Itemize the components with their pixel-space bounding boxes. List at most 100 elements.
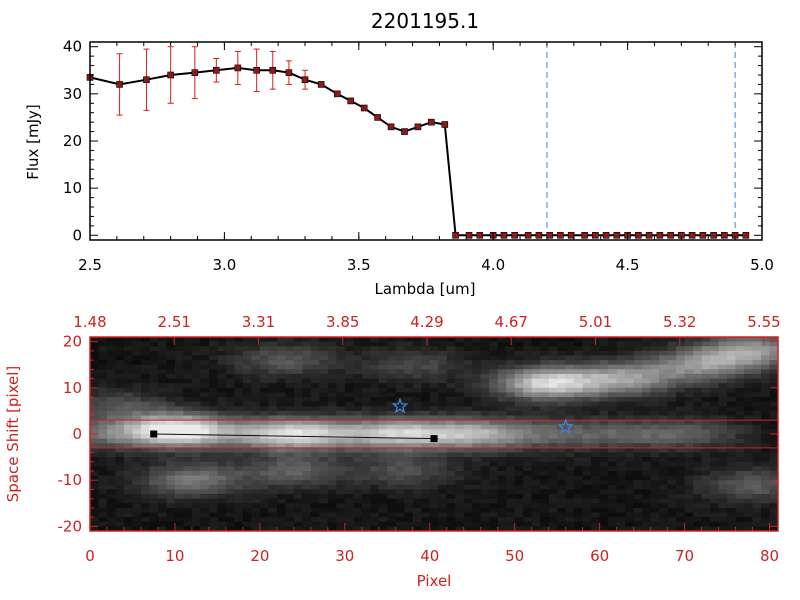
image-cell <box>251 498 261 504</box>
image-cell <box>625 406 634 412</box>
image-cell <box>429 350 439 356</box>
image-cell <box>149 512 159 518</box>
image-cell <box>769 337 779 342</box>
image-cell <box>344 507 354 513</box>
image-cell <box>710 341 719 347</box>
image-cell <box>421 360 431 366</box>
image-cell <box>276 526 286 532</box>
image-cell <box>123 457 133 463</box>
image-cell <box>693 475 702 481</box>
image-cell <box>710 397 719 402</box>
image-cell <box>174 415 184 421</box>
image-cell <box>157 383 167 389</box>
image-cell <box>149 438 159 444</box>
image-cell <box>497 470 507 476</box>
image-cell <box>540 452 549 458</box>
image-cell <box>140 397 150 402</box>
image-cell <box>378 392 388 398</box>
image-cell <box>234 494 244 499</box>
image-cell <box>344 438 354 444</box>
image-cell <box>506 397 515 402</box>
image-cell <box>659 392 668 398</box>
image-cell <box>616 489 626 495</box>
image-cell <box>633 346 643 352</box>
image-cell <box>378 410 388 416</box>
image-cell <box>523 484 532 490</box>
image-cell <box>744 378 753 384</box>
image-cell <box>310 373 320 379</box>
image-cell <box>115 364 125 370</box>
image-cell <box>404 512 414 518</box>
image-cell <box>684 461 694 467</box>
image-cell <box>319 480 329 486</box>
image-cell <box>344 443 354 449</box>
image-cell <box>336 383 346 389</box>
image-cell <box>140 461 150 467</box>
image-cell <box>259 461 269 467</box>
image-cell <box>242 461 252 467</box>
image-cell <box>769 480 779 486</box>
image-cell <box>353 470 363 476</box>
image-cell <box>599 360 609 366</box>
image-cell <box>761 498 770 504</box>
image-cell <box>106 457 116 463</box>
image-cell <box>718 378 728 384</box>
image-cell <box>90 480 99 486</box>
flux-point-3 <box>167 71 174 79</box>
image-cell <box>200 346 210 352</box>
image-cell <box>548 350 558 356</box>
image-cell <box>472 346 482 352</box>
image-cell <box>412 350 422 356</box>
image-cell <box>523 475 532 481</box>
image-cell <box>446 410 456 416</box>
image-cell <box>268 337 278 342</box>
image-cell <box>744 498 753 504</box>
image-cell <box>140 346 150 352</box>
image-cell <box>557 387 566 393</box>
image-cell <box>548 521 558 527</box>
image-cell <box>276 480 286 486</box>
image-cell <box>200 420 210 426</box>
image-cell <box>769 378 779 384</box>
image-cell <box>191 466 201 472</box>
image-cell <box>676 521 685 527</box>
image-cell <box>344 360 354 366</box>
image-cell <box>378 507 388 513</box>
image-cell <box>183 337 193 342</box>
image-cell <box>514 369 524 375</box>
image-cell <box>489 466 498 472</box>
image-cell <box>582 498 592 504</box>
image-cell <box>421 452 431 458</box>
image-cell <box>735 503 745 509</box>
image-cell <box>727 452 736 458</box>
image-cell <box>752 480 762 486</box>
image-cell <box>446 457 456 463</box>
image-cell <box>387 429 397 435</box>
image-cell <box>599 401 609 407</box>
image-cell <box>625 498 634 504</box>
image-cell <box>157 480 167 486</box>
image-cell <box>166 424 176 430</box>
image-cell <box>166 443 176 449</box>
image-cell <box>387 401 397 407</box>
image-cell <box>208 443 218 449</box>
image-cell <box>540 526 549 532</box>
image-cell <box>285 503 295 509</box>
image-cell <box>353 410 363 416</box>
image-cell <box>497 410 507 416</box>
image-cell <box>157 443 167 449</box>
image-cell <box>361 360 371 366</box>
image-cell <box>591 517 600 523</box>
image-cell <box>259 350 269 356</box>
image-cell <box>463 341 473 347</box>
image-cell <box>344 466 354 472</box>
image-cell <box>336 429 346 435</box>
image-cell <box>395 373 405 379</box>
image-cell <box>480 475 490 481</box>
image-cell <box>140 507 150 513</box>
image-cell <box>455 415 465 421</box>
image-cell <box>429 355 439 361</box>
image-cell <box>302 503 312 509</box>
image-cell <box>421 397 431 402</box>
image-cell <box>599 452 609 458</box>
